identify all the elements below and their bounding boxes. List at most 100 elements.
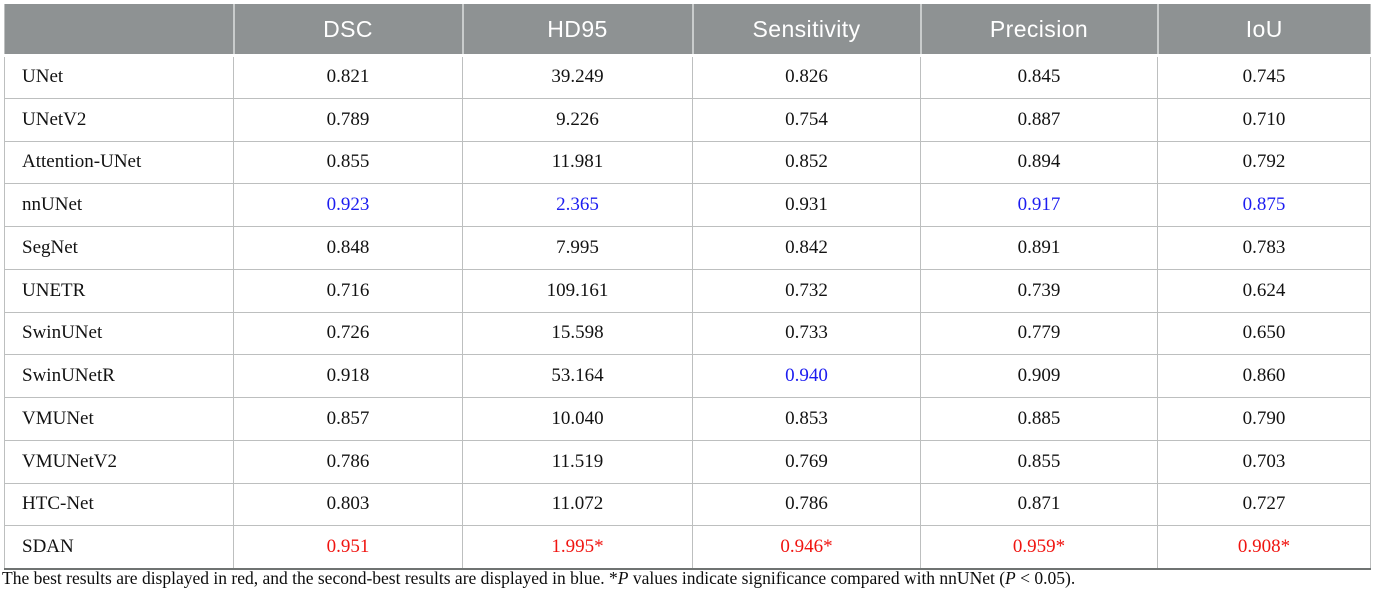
value-cell: 0.871 — [920, 482, 1158, 527]
model-name: SDAN — [4, 525, 234, 569]
table-footnote: The best results are displayed in red, a… — [2, 568, 1075, 589]
value-cell: 7.995 — [462, 226, 693, 270]
model-name: HTC-Net — [4, 482, 234, 527]
footnote-italic-p: P — [1005, 568, 1016, 588]
value-cell: 10.040 — [462, 397, 693, 441]
value-cell: 0.931 — [692, 183, 921, 227]
header-cell-model — [4, 4, 234, 57]
value-cell: 0.779 — [920, 311, 1158, 356]
value-cell: 0.855 — [920, 439, 1158, 484]
value-cell: 0.789 — [233, 97, 463, 142]
table-row: VMUNet 0.857 10.040 0.853 0.885 0.790 — [4, 397, 1371, 441]
value-cell: 11.072 — [462, 482, 693, 527]
value-cell: 0.727 — [1157, 482, 1371, 527]
value-cell: 0.732 — [692, 268, 921, 313]
table-row: UNet 0.821 39.249 0.826 0.845 0.745 — [4, 55, 1371, 99]
header-cell-hd95: HD95 — [461, 4, 693, 57]
value-cell: 0.923 — [233, 183, 463, 227]
model-name: UNet — [4, 55, 234, 99]
model-name: SegNet — [4, 226, 234, 270]
value-cell: 0.959* — [920, 525, 1158, 569]
value-cell: 0.917 — [920, 183, 1158, 227]
value-cell: 0.857 — [233, 397, 463, 441]
value-cell: 0.739 — [920, 268, 1158, 313]
header-cell-dsc: DSC — [232, 4, 463, 57]
value-cell: 0.842 — [692, 226, 921, 270]
value-cell: 0.845 — [920, 55, 1158, 99]
value-cell: 0.852 — [692, 140, 921, 185]
results-table: DSC HD95 Sensitivity Precision IoU UNet 0.821… — [4, 4, 1371, 570]
table-row: SegNet 0.848 7.995 0.842 0.891 0.783 — [4, 226, 1371, 270]
value-cell: 39.249 — [462, 55, 693, 99]
value-cell: 0.875 — [1157, 183, 1371, 227]
model-name: Attention-UNet — [4, 140, 234, 185]
value-cell: 1.995* — [462, 525, 693, 569]
value-cell: 15.598 — [462, 311, 693, 356]
table-row: SwinUNetR 0.918 53.164 0.940 0.909 0.860 — [4, 354, 1371, 398]
value-cell: 0.821 — [233, 55, 463, 99]
value-cell: 0.726 — [233, 311, 463, 356]
value-cell: 0.786 — [692, 482, 921, 527]
value-cell: 0.792 — [1157, 140, 1371, 185]
table-row: SwinUNet 0.726 15.598 0.733 0.779 0.650 — [4, 311, 1371, 356]
value-cell: 0.803 — [233, 482, 463, 527]
value-cell: 11.981 — [462, 140, 693, 185]
table-row: HTC-Net 0.803 11.072 0.786 0.871 0.727 — [4, 482, 1371, 527]
value-cell: 0.716 — [233, 268, 463, 313]
table-row: Attention-UNet 0.855 11.981 0.852 0.894 0.792 — [4, 140, 1371, 185]
value-cell: 53.164 — [462, 354, 693, 398]
header-cell-sensitivity: Sensitivity — [691, 4, 921, 57]
value-cell: 109.161 — [462, 268, 693, 313]
value-cell: 0.918 — [233, 354, 463, 398]
value-cell: 9.226 — [462, 97, 693, 142]
value-cell: 0.853 — [692, 397, 921, 441]
value-cell: 0.951 — [233, 525, 463, 569]
footnote-text: The best results are displayed in red, a… — [2, 568, 609, 588]
value-cell: 0.745 — [1157, 55, 1371, 99]
value-cell: 0.946* — [692, 525, 921, 569]
value-cell: 0.703 — [1157, 439, 1371, 484]
table-body: UNet 0.821 39.249 0.826 0.845 0.745 UNetV2 0.78… — [4, 55, 1371, 569]
value-cell: 0.891 — [920, 226, 1158, 270]
model-name: VMUNetV2 — [4, 439, 234, 484]
table-row: SDAN 0.951 1.995* 0.946* 0.959* 0.908* — [4, 525, 1371, 569]
value-cell: 0.940 — [692, 354, 921, 398]
model-name: SwinUNetR — [4, 354, 234, 398]
value-cell: 11.519 — [462, 439, 693, 484]
value-cell: 0.710 — [1157, 97, 1371, 142]
value-cell: 0.650 — [1157, 311, 1371, 356]
value-cell: 0.887 — [920, 97, 1158, 142]
header-cell-precision: Precision — [919, 4, 1158, 57]
value-cell: 0.624 — [1157, 268, 1371, 313]
header-row: DSC HD95 Sensitivity Precision IoU — [4, 4, 1371, 57]
table-row: UNetV2 0.789 9.226 0.754 0.887 0.710 — [4, 97, 1371, 142]
model-name: UNETR — [4, 268, 234, 313]
model-name: SwinUNet — [4, 311, 234, 356]
value-cell: 0.783 — [1157, 226, 1371, 270]
table-row: nnUNet 0.923 2.365 0.931 0.917 0.875 — [4, 183, 1371, 227]
table-row: UNETR 0.716 109.161 0.732 0.739 0.624 — [4, 268, 1371, 313]
header-cell-iou: IoU — [1156, 4, 1371, 57]
value-cell: 0.909 — [920, 354, 1158, 398]
model-name: VMUNet — [4, 397, 234, 441]
value-cell: 0.826 — [692, 55, 921, 99]
value-cell: 0.894 — [920, 140, 1158, 185]
footnote-text: < 0.05). — [1015, 568, 1076, 588]
value-cell: 0.769 — [692, 439, 921, 484]
value-cell: 0.790 — [1157, 397, 1371, 441]
value-cell: 2.365 — [462, 183, 693, 227]
footnote-text: values indicate significance compared wi… — [628, 568, 1006, 588]
model-name: nnUNet — [4, 183, 234, 227]
model-name: UNetV2 — [4, 97, 234, 142]
value-cell: 0.908* — [1157, 525, 1371, 569]
table-row: VMUNetV2 0.786 11.519 0.769 0.855 0.703 — [4, 439, 1371, 484]
value-cell: 0.860 — [1157, 354, 1371, 398]
value-cell: 0.786 — [233, 439, 463, 484]
value-cell: 0.733 — [692, 311, 921, 356]
footnote-text: * — [608, 568, 618, 588]
table-header: DSC HD95 Sensitivity Precision IoU — [4, 4, 1371, 57]
value-cell: 0.855 — [233, 140, 463, 185]
footnote-italic-p: P — [617, 568, 629, 588]
value-cell: 0.885 — [920, 397, 1158, 441]
